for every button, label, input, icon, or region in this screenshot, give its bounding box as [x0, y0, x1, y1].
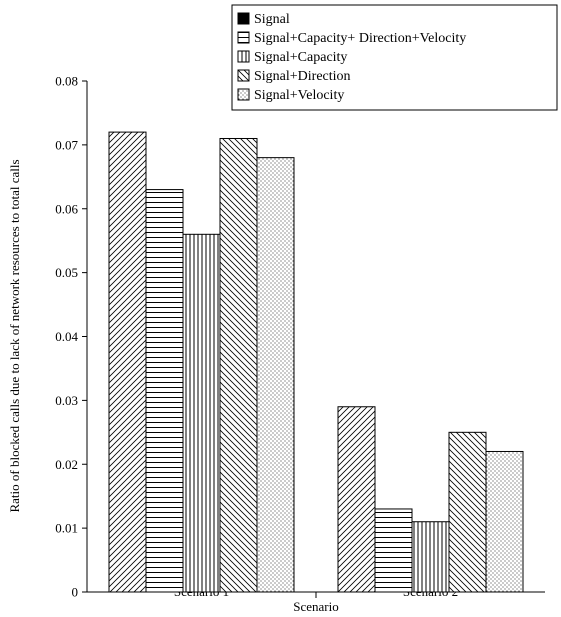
legend-box — [231, 4, 558, 111]
legend: Signal Signal+Capacity+ Direction+Velocit… — [231, 4, 558, 111]
x-axis-title: Scenario — [293, 599, 338, 614]
legend-swatch — [237, 69, 250, 82]
legend-label: Signal — [254, 12, 290, 27]
legend-label: Signal+Capacity — [254, 50, 347, 65]
legend-label: Signal+Direction — [254, 69, 351, 84]
y-tick-label: 0.02 — [55, 457, 78, 472]
bar — [374, 508, 413, 593]
legend-swatch — [237, 50, 250, 63]
y-axis-title: Ratio of blocked calls due to lack of ne… — [7, 159, 22, 512]
y-tick-label: 0.05 — [55, 265, 78, 280]
y-tick-label: 0.07 — [55, 137, 78, 152]
legend-label: Signal+Capacity+ Direction+Velocity — [254, 31, 466, 46]
bar — [411, 521, 450, 593]
bar — [145, 189, 184, 593]
legend-swatch — [237, 12, 250, 25]
bar — [485, 450, 524, 593]
legend-swatch — [237, 31, 250, 44]
bar — [256, 157, 295, 593]
bar-series — [108, 131, 524, 593]
bar — [182, 233, 221, 593]
y-tick-label: 0.08 — [55, 74, 78, 89]
y-tick-label: 0.01 — [55, 521, 78, 536]
bar — [219, 137, 258, 593]
bar — [337, 406, 376, 593]
bar — [108, 131, 147, 593]
y-tick-label: 0.06 — [55, 201, 78, 216]
y-tick-label: 0 — [72, 585, 79, 600]
y-axis-ticks: 0 0.01 0.02 0.03 0.04 0.05 0.06 0.07 0.08 — [55, 74, 87, 600]
legend-swatch — [237, 88, 250, 101]
legend-label: Signal+Velocity — [254, 88, 344, 103]
y-tick-label: 0.03 — [55, 393, 78, 408]
y-tick-label: 0.04 — [55, 329, 78, 344]
bar — [448, 431, 487, 593]
